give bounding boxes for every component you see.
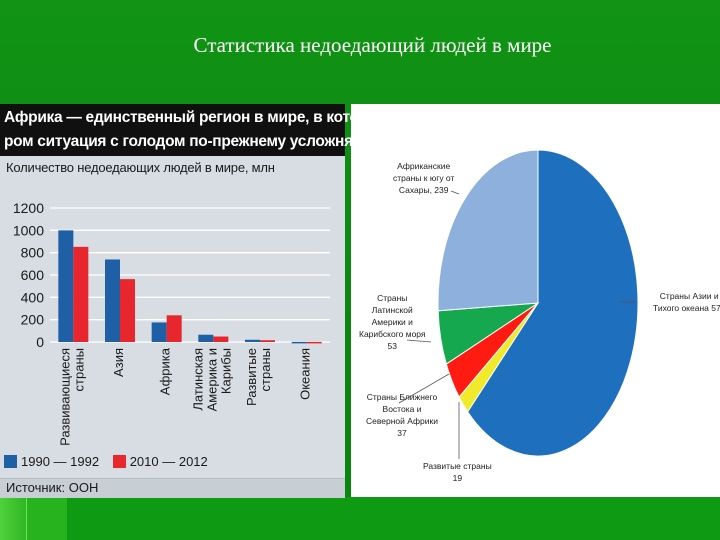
legend-swatch-1990 [4,455,17,468]
pie-leader-line [398,373,450,404]
bar [291,341,307,344]
pie-slice-label-line: Северной Африки [366,416,438,426]
x-category-label: Океания [298,348,313,400]
y-tick-label: 1000 [13,222,44,238]
pie-slice-label-line: 37 [397,428,407,438]
bar-chart-panel: Африка — единственный регион в мире, в к… [0,104,386,498]
y-tick-label: 1200 [13,200,44,216]
bar [198,334,214,342]
pie-slice-label-line: Латинской [371,305,413,315]
bar [73,246,89,342]
pie-slice-label-line: Востока и [382,404,422,414]
x-category-label-line: Азия [111,348,126,377]
x-category-label-line: страны [258,348,273,391]
pie-chart-plot [398,149,639,459]
pie-slice-label-line: Страны Ближнего [366,392,438,402]
bar-chart-header-line: Африка — единственный регион в мире, в к… [4,109,364,126]
pie-slice-label: Африканские страны к югу от Сахары, 239 [393,160,454,196]
bar-chart-header-line: ром ситуация с голодом по-прежнему услож… [4,133,386,150]
x-category-label: Азия [111,348,126,377]
pie-slice-label: Развитые страны 19 [423,460,492,484]
source-row: Источник: ООН [0,478,345,498]
pie-slice-label-line: Развитые страны [423,461,492,471]
legend-label-1990: 1990 — 1992 [21,454,100,469]
x-category-label: Африка [158,347,173,395]
bar [58,230,74,342]
bar [213,336,229,342]
y-tick-label: 0 [36,334,44,350]
x-category-label-line: Развивающиеся [57,348,72,446]
y-tick-label: 600 [21,267,45,283]
pie-slice-label-line: Страны [377,293,408,303]
bar [120,279,135,342]
y-tick-label: 200 [21,312,45,328]
slide-bottom-strip [0,497,720,540]
pie-slice-label: Страны Ближнего Востока и Северной Африки 3… [366,391,438,439]
bar-chart-header: Африка — единственный регион в мире, в к… [0,104,386,156]
pie-slice [467,149,639,457]
bar [306,341,322,344]
pie-slice-label-line: 53 [387,341,397,351]
pie-slice [437,149,539,312]
pie-leader-line [406,339,432,343]
x-category-label: Развивающиеся страны [57,348,86,446]
bar [105,259,120,342]
pie-leader-line [450,190,460,195]
pie-slice-label-line: страны к югу от [393,173,455,183]
x-category-label-line: Развитые [244,348,259,406]
x-category-label-line: Латинская [190,348,205,411]
x-category-label-line: Америка и [204,348,219,411]
x-category-label: Латинская Америка и Карибы [190,348,233,411]
bar [166,315,182,342]
bar [260,340,275,342]
bar-chart-legend: 1990 — 1992 2010 — 2012 [4,454,218,474]
pie-slice-label-line: Сахары, 239 [398,185,449,195]
bar [151,322,167,342]
slide-title: Статистика недоедающий людей в мире [193,33,552,57]
x-category-label-line: Карибы [218,348,233,394]
slide-corner-decoration-inner [26,497,67,540]
source-text: Источник: ООН [6,480,99,495]
pie-slice-label: Страны Азии и Тихого океана 578 [653,290,720,314]
pie-slice-label-line: Карибского моря [359,329,426,339]
pie-slice-label-line: 19 [452,473,463,483]
x-category-label-line: Африка [158,347,173,395]
x-category-label-line: страны [71,348,86,391]
pie-slice-label-line: Африканские [397,161,451,171]
legend-label-2010: 2010 — 2012 [129,454,208,469]
x-category-label: Развитые страны [244,348,273,406]
bar [245,339,260,342]
pie-slice-label-line: Страны Азии и [659,291,719,301]
pie-slice-label-line: Америки и [371,317,413,327]
y-tick-label: 800 [21,245,45,261]
pie-slice-label-line: Тихого океана 578 [653,303,720,313]
x-category-label-line: Океания [298,348,313,400]
pie-slice-label: Страны Латинской Америки и Карибского моря 5… [359,292,426,352]
legend-swatch-2010 [112,455,126,468]
bar-chart-title: Количество недоедающих людей в мире, млн [6,160,275,175]
pie-chart-panel: Страны Азии и Тихого океана 578 Развитые с… [351,104,720,497]
y-tick-label: 400 [21,289,45,305]
bar-plot-area [50,202,330,342]
